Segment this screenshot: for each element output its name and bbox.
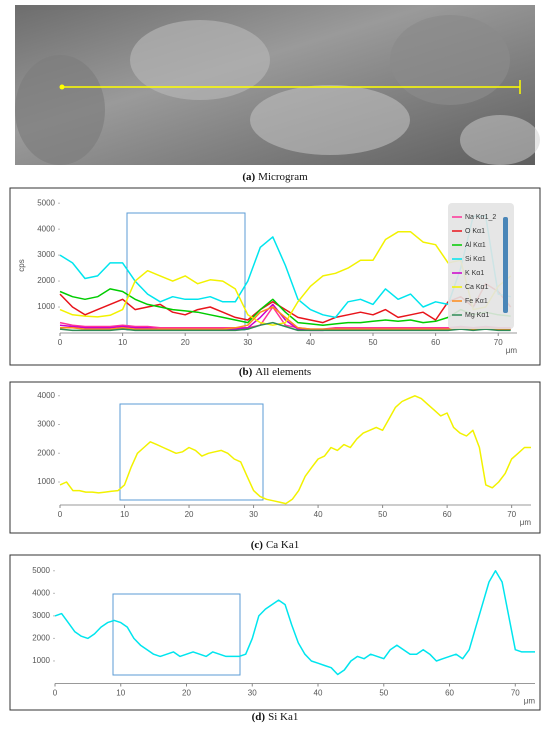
caption-text: Si Ka1 (268, 711, 298, 723)
y-tick-label: 3000 (37, 420, 55, 429)
x-tick-label: 10 (118, 338, 127, 347)
legend-label: O Kα1 (465, 228, 485, 235)
data-line (60, 306, 511, 330)
x-tick-label: 30 (243, 338, 252, 347)
selection-box (112, 593, 241, 676)
x-tick-label: 60 (443, 510, 452, 519)
caption-label: (a) (242, 171, 255, 183)
y-tick-label: 2000 (37, 448, 55, 457)
x-axis-label: μm (524, 697, 536, 706)
y-tick-label: 3000 (32, 611, 50, 620)
y-tick-label: 2000 (32, 634, 50, 643)
x-tick-label: 0 (58, 510, 63, 519)
caption: (d) Si Ka1 (252, 711, 299, 723)
x-tick-label: 50 (378, 510, 387, 519)
legend-scrollbar (503, 217, 508, 313)
caption: (c) Ca Ka1 (251, 539, 300, 551)
legend-label: Fe Kα1 (465, 298, 488, 305)
y-tick-label: 4000 (37, 391, 55, 400)
legend-label: K Kα1 (465, 270, 484, 277)
x-tick-label: 30 (248, 689, 257, 698)
x-tick-label: 40 (306, 338, 315, 347)
y-axis-label: cps (17, 259, 26, 271)
x-tick-label: 60 (445, 689, 454, 698)
x-tick-label: 10 (116, 689, 125, 698)
y-tick-label: 5000 (32, 566, 50, 575)
caption-text: All elements (255, 366, 311, 378)
x-tick-label: 20 (181, 338, 190, 347)
y-tick-label: 4000 (32, 588, 50, 597)
x-tick-label: 50 (369, 338, 378, 347)
data-line (59, 288, 511, 326)
data-line (54, 570, 535, 676)
legend-label: Na Kα1_2 (465, 214, 496, 221)
legend-label: Si Kα1 (465, 256, 486, 263)
x-tick-label: 20 (185, 510, 194, 519)
x-tick-label: 10 (120, 510, 129, 519)
data-line (59, 215, 511, 319)
caption-label: (b) (239, 366, 253, 378)
caption: (b) All elements (239, 366, 311, 378)
x-tick-label: 40 (314, 689, 323, 698)
legend-box (448, 203, 514, 329)
selection-box (119, 403, 264, 501)
data-line (59, 395, 531, 505)
legend-label: Ca Kα1 (465, 284, 489, 291)
x-tick-label: 0 (53, 689, 58, 698)
x-axis-label: μm (506, 346, 518, 355)
panel-frame (9, 381, 541, 534)
x-tick-label: 20 (182, 689, 191, 698)
legend-label: Mg Kα1 (465, 312, 489, 319)
caption-text: Microgram (258, 171, 308, 183)
y-tick-label: 4000 (37, 224, 55, 233)
data-line (59, 231, 512, 326)
legend-label: Al Kα1 (465, 242, 486, 249)
panel-frame (9, 187, 541, 366)
x-tick-label: 70 (511, 689, 520, 698)
legend: Na Kα1_2 O Kα1 Al Kα1 Si Kα1 K Kα1 Ca Kα1 Fe K… (448, 203, 514, 329)
x-tick-label: 70 (507, 510, 516, 519)
y-tick-label: 1000 (37, 477, 55, 486)
y-tick-label: 2000 (37, 276, 55, 285)
x-tick-label: 60 (431, 338, 440, 347)
y-tick-label: 1000 (32, 656, 50, 665)
caption: (a) Microgram (242, 171, 308, 183)
caption-label: (d) (252, 711, 266, 723)
y-tick-label: 3000 (37, 250, 55, 259)
x-tick-label: 40 (314, 510, 323, 519)
panel-frame (9, 554, 541, 711)
x-tick-label: 70 (494, 338, 503, 347)
data-line (59, 321, 511, 332)
caption-label: (c) (251, 539, 264, 551)
x-tick-label: 0 (58, 338, 63, 347)
data-line (59, 282, 512, 324)
y-tick-label: 5000 (37, 198, 55, 207)
selection-box (126, 212, 246, 331)
x-tick-label: 30 (249, 510, 258, 519)
data-line (59, 306, 511, 330)
x-axis-label: μm (520, 518, 532, 527)
caption-text: Ca Ka1 (266, 539, 299, 551)
micrograph (15, 5, 540, 165)
y-tick-label: 1000 (37, 302, 55, 311)
x-tick-label: 50 (379, 689, 388, 698)
